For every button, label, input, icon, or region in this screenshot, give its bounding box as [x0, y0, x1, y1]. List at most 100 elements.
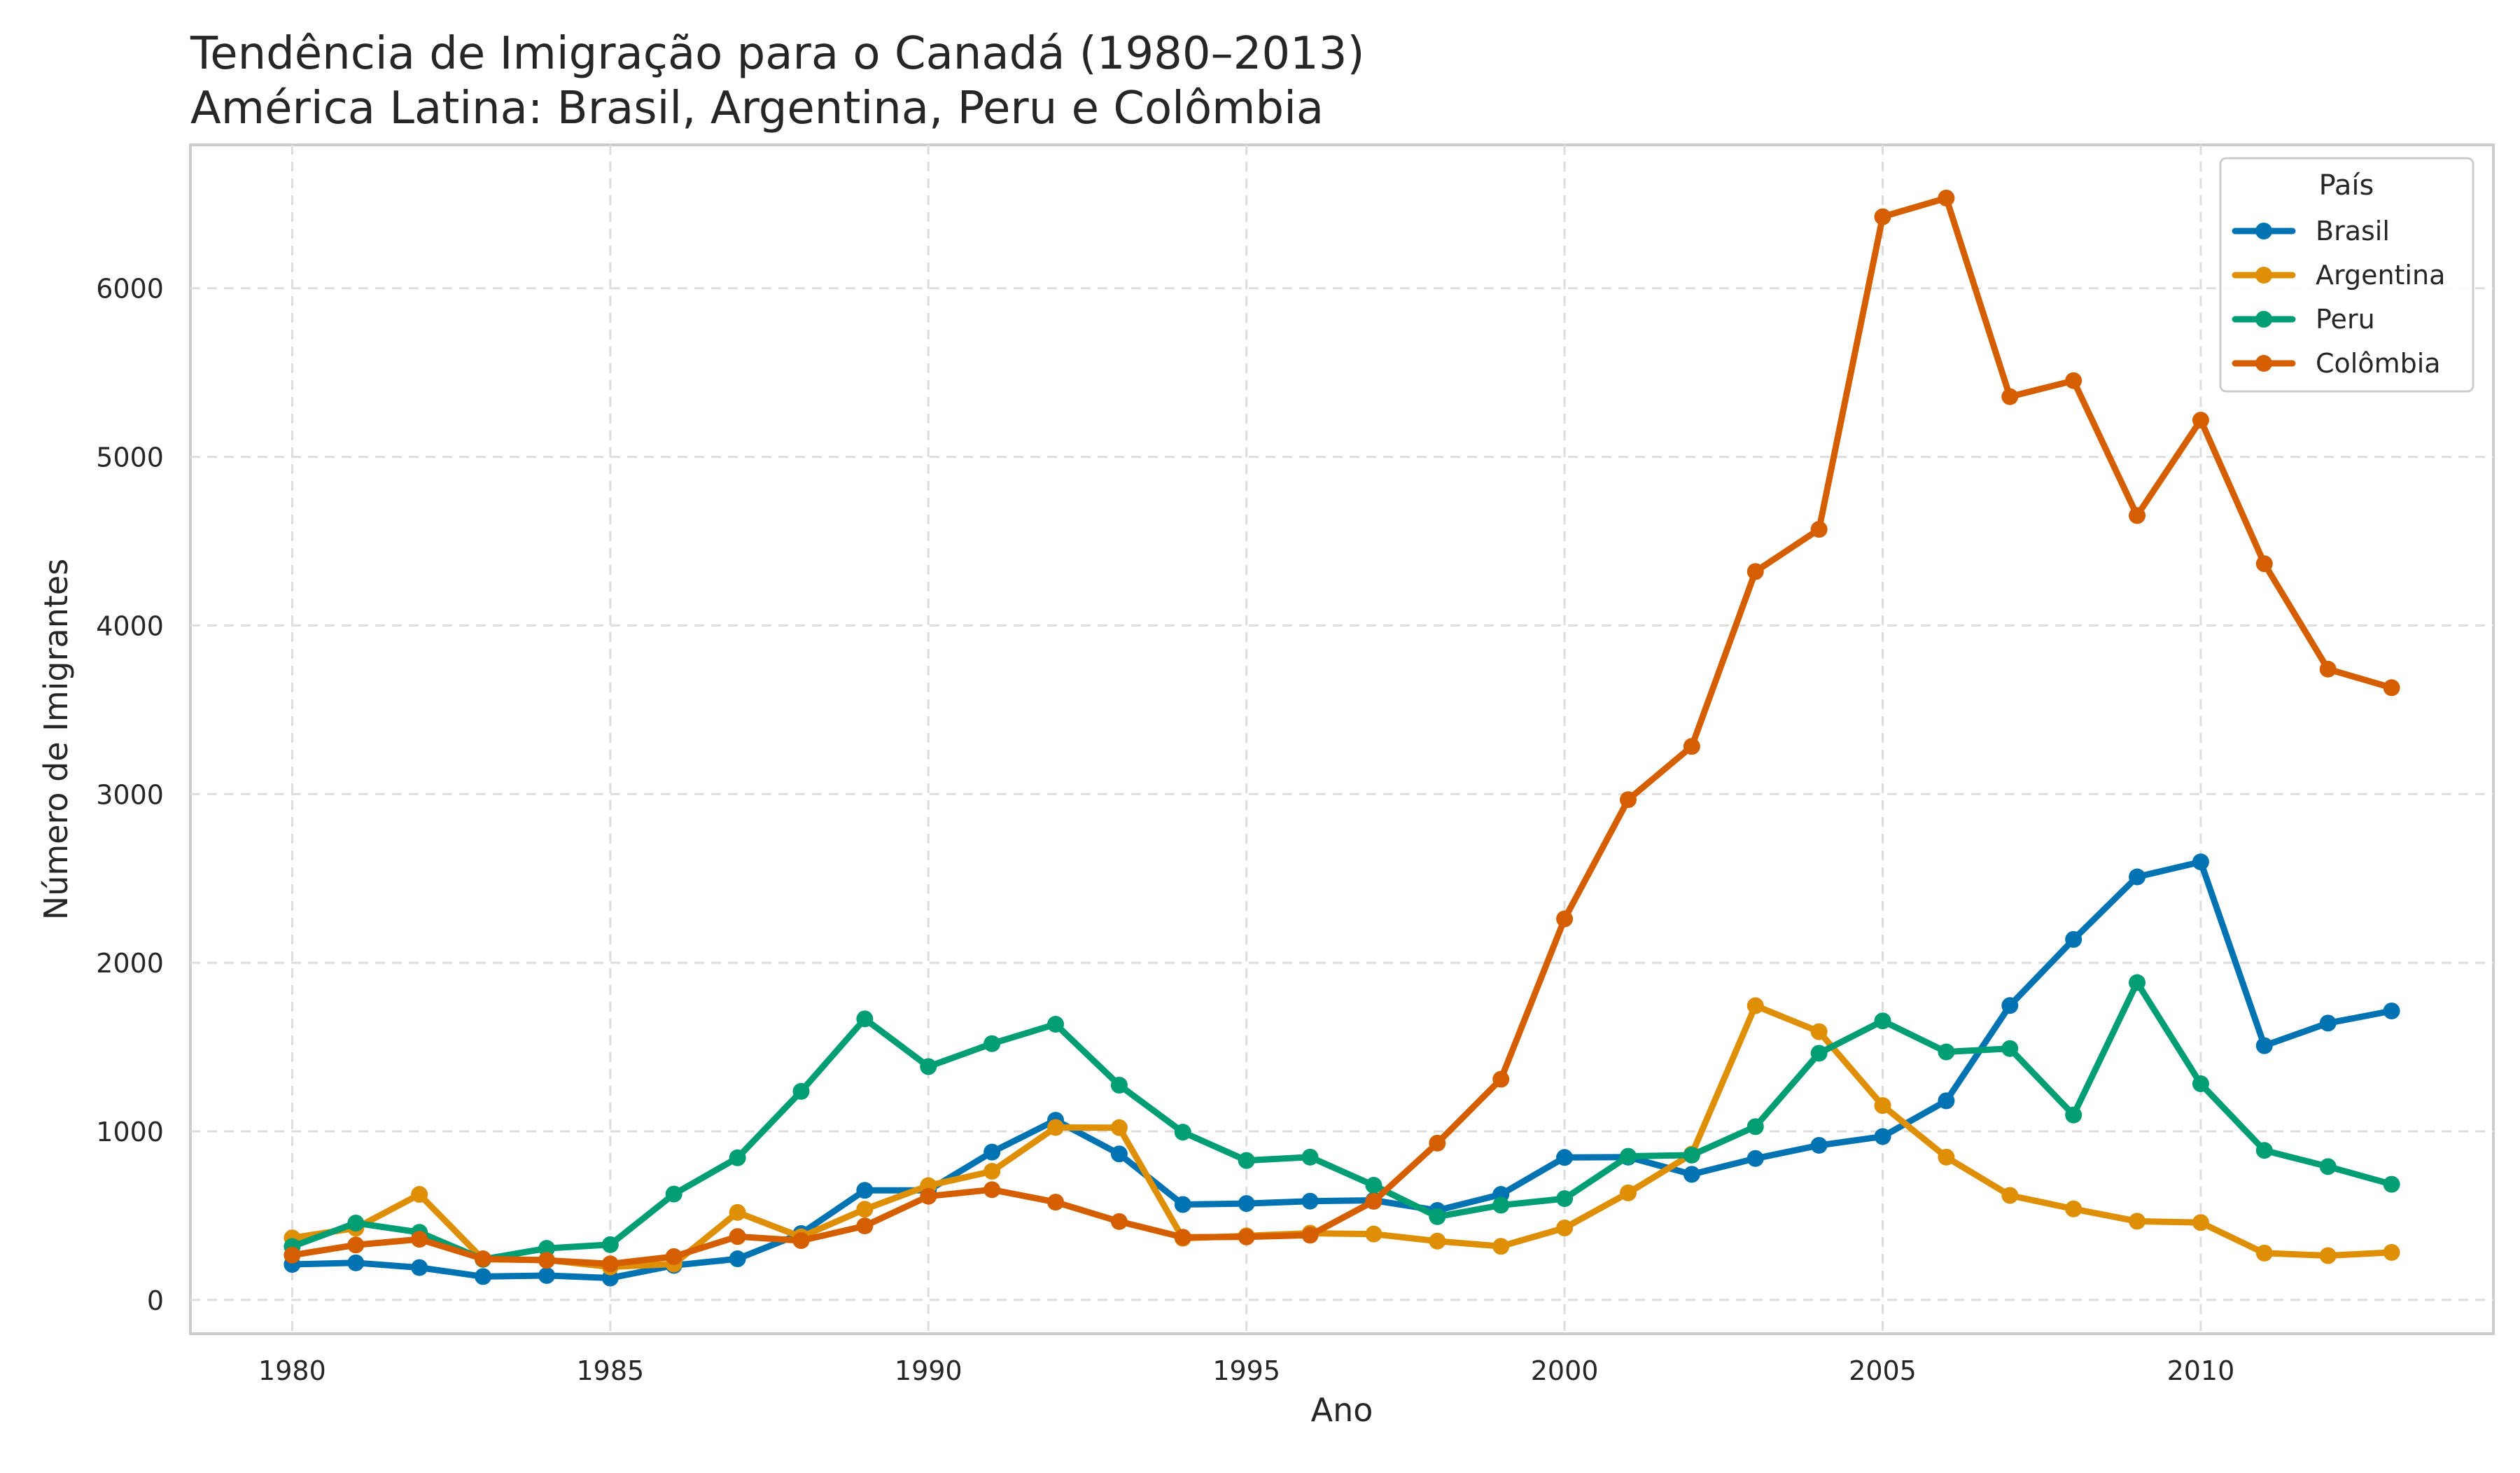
data-point-argentina	[1492, 1238, 1510, 1255]
data-point-brasil	[983, 1143, 1001, 1161]
data-point-peru	[538, 1240, 555, 1257]
data-point-argentina	[2001, 1187, 2019, 1204]
data-point-argentina	[1110, 1119, 1128, 1136]
tick-label-layer: 1980 1985 1990 1995 2000 2005 2010 0 1000 2000 300…	[96, 274, 2234, 1386]
data-point-colombia	[1556, 910, 1574, 928]
data-point-brasil	[2065, 930, 2082, 948]
data-point-peru	[1301, 1148, 1319, 1166]
y-tick-label: 0	[147, 1285, 164, 1316]
data-point-colombia	[347, 1236, 365, 1254]
legend-label-brasil: Brasil	[2316, 216, 2390, 246]
data-point-argentina	[856, 1201, 874, 1218]
data-point-argentina	[2192, 1214, 2209, 1231]
data-point-peru	[2065, 1106, 2082, 1124]
x-tick-label: 2005	[1849, 1355, 1917, 1386]
data-point-brasil	[1683, 1166, 1700, 1183]
data-point-argentina	[2383, 1243, 2400, 1261]
plot-area	[189, 144, 2495, 1335]
data-point-argentina	[1365, 1225, 1382, 1243]
x-tick-label: 1990	[895, 1355, 962, 1386]
data-point-peru	[1110, 1076, 1128, 1094]
data-point-peru	[2001, 1040, 2019, 1057]
data-point-colombia	[538, 1252, 555, 1269]
data-point-colombia	[1110, 1213, 1128, 1230]
data-point-peru	[2129, 974, 2146, 991]
data-point-peru	[2192, 1075, 2209, 1093]
data-point-colombia	[1429, 1134, 1446, 1152]
data-point-argentina	[1429, 1232, 1446, 1250]
data-point-colombia	[284, 1246, 301, 1264]
data-point-brasil	[729, 1250, 746, 1268]
data-point-argentina	[983, 1163, 1001, 1180]
data-point-peru	[1874, 1012, 1891, 1030]
data-point-brasil	[1301, 1192, 1319, 1210]
data-point-brasil	[1746, 1150, 1764, 1167]
data-point-peru	[2319, 1158, 2337, 1175]
data-point-argentina	[1810, 1023, 1828, 1040]
data-point-argentina	[411, 1186, 428, 1203]
y-tick-label: 4000	[96, 610, 164, 641]
data-point-colombia	[729, 1228, 746, 1245]
data-point-brasil	[2319, 1014, 2337, 1032]
data-point-peru	[347, 1215, 365, 1232]
y-tick-label: 1000	[96, 1117, 164, 1147]
data-point-peru	[1429, 1208, 1446, 1225]
data-point-argentina	[1047, 1119, 1065, 1136]
legend-label-argentina: Argentina	[2316, 260, 2445, 291]
data-point-peru	[1174, 1124, 1191, 1141]
data-point-argentina	[1556, 1219, 1574, 1236]
data-point-peru	[920, 1058, 937, 1075]
data-point-brasil	[1238, 1195, 1255, 1213]
data-point-colombia	[1238, 1228, 1255, 1245]
data-point-argentina	[729, 1203, 746, 1221]
data-point-argentina	[1746, 997, 1764, 1014]
data-point-argentina	[2319, 1247, 2337, 1264]
x-tick-label: 1985	[576, 1355, 644, 1386]
data-point-peru	[1938, 1043, 1955, 1061]
data-point-colombia	[1047, 1194, 1065, 1211]
data-point-brasil	[538, 1266, 555, 1284]
x-tick-label: 2000	[1531, 1355, 1599, 1386]
y-tick-label: 2000	[96, 948, 164, 979]
data-point-brasil	[475, 1268, 492, 1285]
data-point-peru	[1047, 1016, 1065, 1033]
data-point-brasil	[1938, 1092, 1955, 1110]
data-point-colombia	[1746, 563, 1764, 580]
data-point-argentina	[2129, 1213, 2146, 1230]
legend-box	[2219, 157, 2474, 393]
data-point-colombia	[1619, 791, 1637, 809]
data-point-peru	[729, 1149, 746, 1166]
data-point-colombia	[2129, 507, 2146, 524]
legend-marker-peru	[2255, 311, 2272, 328]
data-point-colombia	[2065, 372, 2082, 389]
y-tick-label: 5000	[96, 442, 164, 473]
legend: País Brasil Argentina Peru Colômbia	[2219, 157, 2474, 393]
data-point-colombia	[1874, 208, 1891, 225]
data-point-brasil	[856, 1182, 874, 1199]
data-point-peru	[983, 1035, 1001, 1052]
data-point-colombia	[1810, 521, 1828, 538]
data-point-colombia	[856, 1217, 874, 1235]
data-point-colombia	[411, 1231, 428, 1248]
data-point-brasil	[1874, 1128, 1891, 1145]
data-point-brasil	[1556, 1149, 1574, 1166]
data-point-colombia	[1301, 1227, 1319, 1244]
data-point-colombia	[1683, 738, 1700, 755]
data-point-brasil	[1110, 1145, 1128, 1163]
data-point-colombia	[2255, 555, 2273, 573]
data-point-peru	[1810, 1045, 1828, 1062]
chart-title-line1: Tendência de Imigração para o Canadá (19…	[190, 28, 1364, 80]
data-point-peru	[2383, 1175, 2400, 1193]
x-tick-label: 2010	[2167, 1355, 2235, 1386]
data-point-colombia	[2383, 679, 2400, 697]
data-point-colombia	[2192, 412, 2209, 429]
data-point-colombia	[1938, 189, 1955, 207]
data-point-colombia	[601, 1255, 619, 1273]
x-tick-label: 1980	[258, 1355, 326, 1386]
data-point-colombia	[1365, 1192, 1382, 1210]
data-point-argentina	[2065, 1200, 2082, 1217]
data-point-colombia	[1492, 1070, 1510, 1088]
data-point-peru	[1492, 1196, 1510, 1214]
series-line-argentina	[288, 1003, 2395, 1271]
